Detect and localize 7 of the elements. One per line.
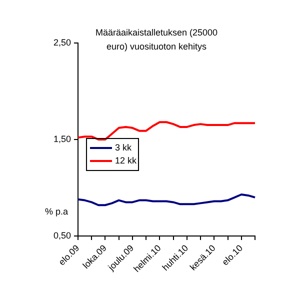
y-axis-title: % p.a: [44, 206, 68, 216]
chart-title: Määräaikaistalletuksen (25000 euro) vuosituoton kehitys: [95, 27, 218, 52]
legend-label: 3 kk: [115, 142, 132, 152]
legend-label: 12 kk: [115, 155, 138, 166]
y-tick-label: 2,50: [53, 37, 71, 48]
y-tick-label: 0,50: [53, 230, 71, 240]
y-tick-label: 1,50: [53, 134, 71, 144]
